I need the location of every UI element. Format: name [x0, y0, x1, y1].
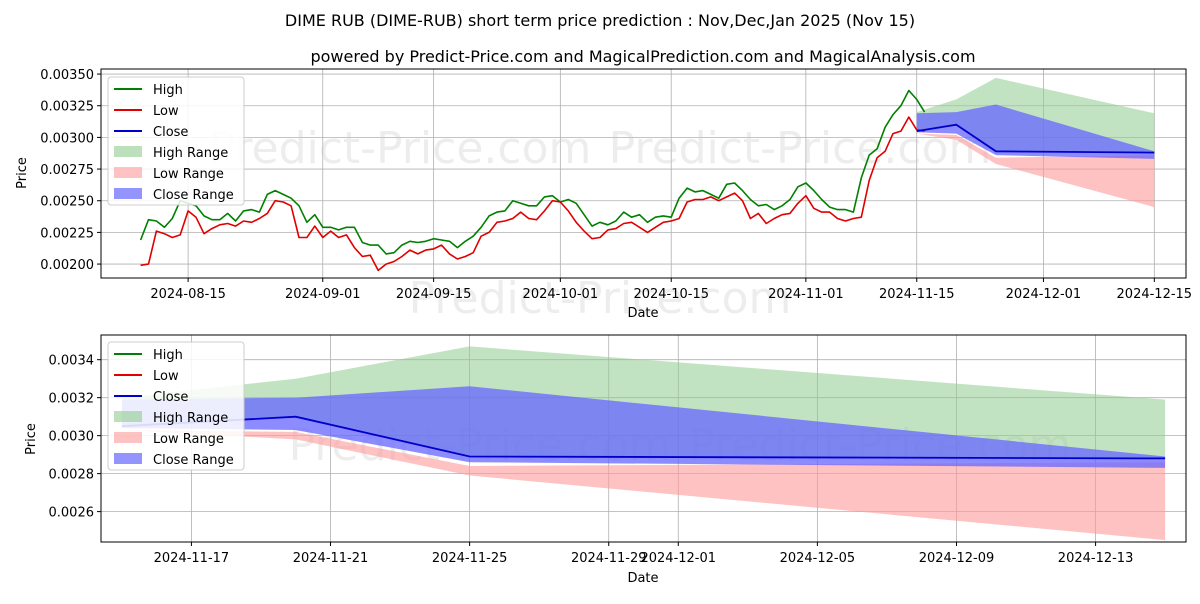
bottom-x-tick-label: 2024-11-25 [432, 551, 508, 566]
top-x-tick-label: 2024-08-15 [150, 287, 226, 302]
top-x-tick-label: 2024-11-01 [768, 287, 844, 302]
bottom-legend-close-range-swatch [114, 453, 142, 464]
bottom-legend-low-range: Low Range [153, 432, 224, 447]
top-legend-low-range-swatch [114, 167, 142, 178]
bottom-legend-close-range: Close Range [153, 453, 234, 468]
bottom-legend-close: Close [153, 390, 188, 405]
bottom-x-tick-label: 2024-12-01 [640, 551, 716, 566]
bottom-x-tick-label: 2024-12-05 [780, 551, 856, 566]
top-y-axis-label: Price [15, 157, 30, 189]
bottom-legend-low-range-swatch [114, 432, 142, 443]
bottom-y-tick-label: 0.0030 [49, 430, 95, 445]
top-x-axis-label: Date [627, 306, 658, 321]
top-x-tick-label: 2024-12-15 [1117, 287, 1193, 302]
top-low-range-area [916, 133, 1155, 208]
bottom-legend-high-range-swatch [114, 411, 142, 422]
bottom-y-tick-label: 0.0028 [49, 468, 95, 483]
top-x-tick-label: 2024-09-01 [285, 287, 361, 302]
top-panel: Predict-Price.com Predict-Price.com Pred… [15, 68, 1192, 324]
bottom-legend-high: High [153, 348, 183, 363]
top-low-line [140, 116, 925, 272]
top-y-tick-label: 0.00275 [40, 163, 94, 178]
bottom-x-tick-label: 2024-12-09 [919, 551, 995, 566]
top-legend-close: Close [153, 125, 188, 140]
top-legend-high: High [153, 83, 183, 98]
chart-title: DIME RUB (DIME-RUB) short term price pre… [285, 11, 915, 30]
bottom-x-tick-label: 2024-11-21 [293, 551, 369, 566]
top-legend: High Low Close High Range Low Range Clos… [107, 76, 245, 206]
bottom-legend-low: Low [153, 369, 179, 384]
top-y-tick-label: 0.00300 [40, 131, 94, 146]
bottom-y-tick-label: 0.0032 [49, 392, 95, 407]
top-legend-low: Low [153, 104, 179, 119]
bottom-x-axis-label: Date [627, 571, 658, 586]
top-x-tick-label: 2024-10-01 [523, 287, 599, 302]
bottom-y-axis-label: Price [24, 423, 39, 455]
top-y-tick-label: 0.00225 [40, 226, 94, 241]
top-x-tick-label: 2024-11-15 [879, 287, 955, 302]
top-x-tick-label: 2024-10-15 [633, 287, 709, 302]
watermark-top-1: Predict-Price.com [209, 123, 592, 174]
bottom-low-range-area [121, 430, 1166, 541]
top-axes-frame [100, 68, 1187, 279]
top-legend-high-range: High Range [153, 146, 228, 161]
top-y-tick-label: 0.00325 [40, 100, 94, 115]
top-x-tick-label: 2024-12-01 [1006, 287, 1082, 302]
top-legend-close-range: Close Range [153, 188, 234, 203]
bottom-y-tick-label: 0.0026 [49, 506, 95, 521]
top-close-line [916, 123, 1155, 154]
top-x-tick-label: 2024-09-15 [396, 287, 472, 302]
watermark-top-3: Predict-Price.com [409, 273, 792, 324]
chart-subtitle: powered by Predict-Price.com and Magical… [310, 47, 975, 66]
bottom-x-tick-label: 2024-11-17 [154, 551, 230, 566]
bottom-axes-frame [100, 334, 1187, 543]
top-y-tick-label: 0.00350 [40, 68, 94, 83]
bottom-close-range-area [121, 386, 1166, 468]
bottom-legend: High Low Close High Range Low Range Clos… [107, 341, 245, 471]
bottom-x-tick-label: 2024-12-13 [1058, 551, 1134, 566]
top-close-range-area [916, 104, 1155, 159]
bottom-y-tick-label: 0.0034 [49, 354, 95, 369]
top-legend-low-range: Low Range [153, 167, 224, 182]
top-y-tick-label: 0.00250 [40, 195, 94, 210]
top-legend-high-range-swatch [114, 146, 142, 157]
top-legend-close-range-swatch [114, 188, 142, 199]
top-y-tick-label: 0.00200 [40, 258, 94, 273]
bottom-panel: Predict-Price.com Predict-Price.com 2024… [24, 334, 1187, 586]
top-high-line [139, 89, 926, 255]
bottom-x-tick-label: 2024-11-29 [571, 551, 647, 566]
bottom-legend-high-range: High Range [153, 411, 228, 426]
